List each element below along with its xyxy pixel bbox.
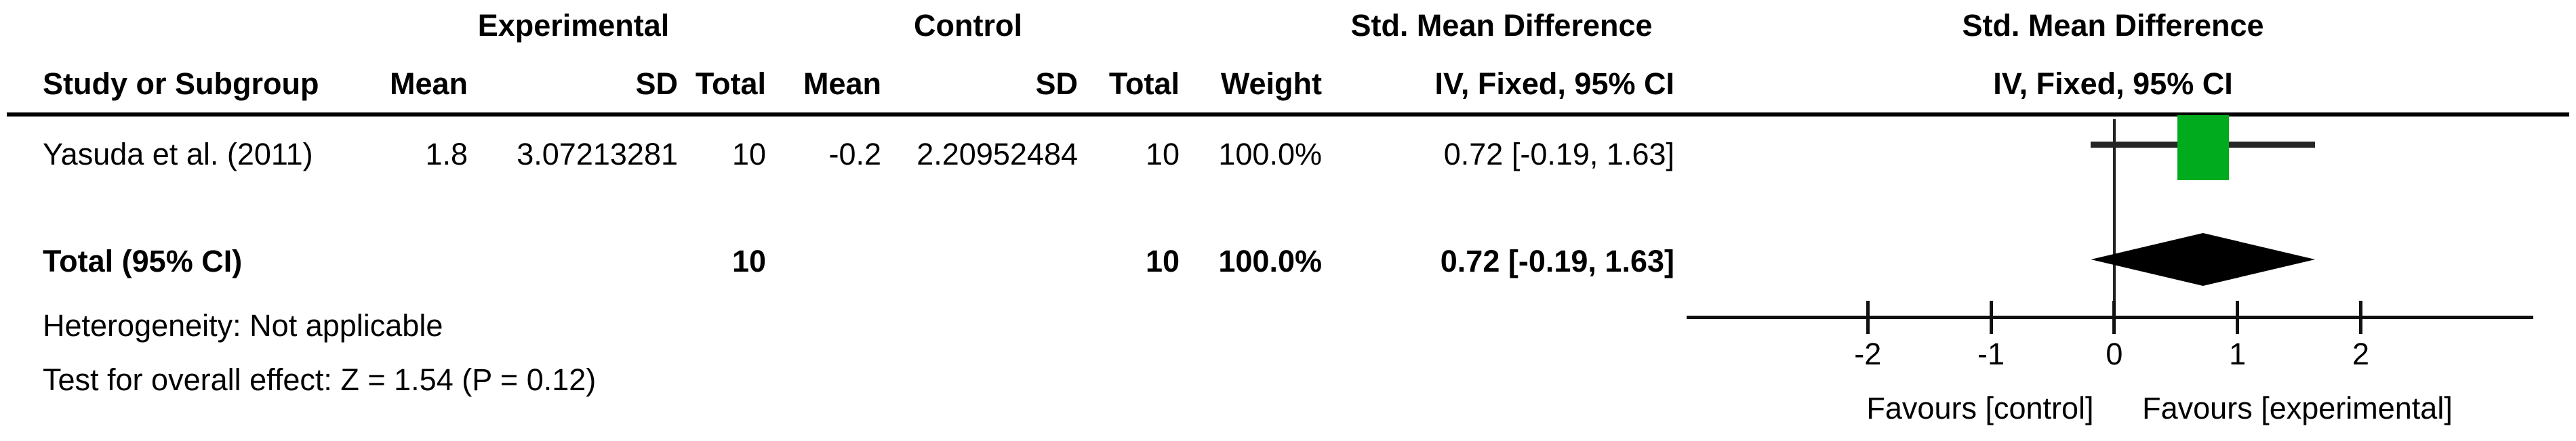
study-mean-experimental: 1.8 xyxy=(425,137,468,171)
col-header-weight: Weight xyxy=(1220,66,1322,101)
tick-2 xyxy=(2112,301,2116,334)
tick-0 xyxy=(1866,301,1870,334)
total-control-n: 10 xyxy=(1145,244,1180,278)
overall-effect-note: Test for overall effect: Z = 1.54 (P = 0… xyxy=(43,362,597,397)
total-ci-value: 0.72 [-0.19, 1.63] xyxy=(1440,244,1674,278)
group-header-control: Control xyxy=(914,8,1022,43)
tick-label-0: -2 xyxy=(1854,337,1882,371)
tick-label-2: 0 xyxy=(2106,337,2123,371)
tick-4 xyxy=(2358,301,2362,334)
col-header-total-experimental: Total xyxy=(695,66,766,101)
col-header-ci-plot: IV, Fixed, 95% CI xyxy=(1993,66,2233,101)
header-separator-rule xyxy=(7,112,2569,117)
study-ci-value: 0.72 [-0.19, 1.63] xyxy=(1443,137,1674,171)
study-mean-control: -0.2 xyxy=(828,137,881,171)
tick-3 xyxy=(2236,301,2240,334)
tick-1 xyxy=(1989,301,1993,334)
forest-plot-area: -2 -1 0 1 2 Favours [control] Favours [e… xyxy=(1687,0,2534,441)
tick-label-4: 2 xyxy=(2352,337,2369,371)
zero-reference-line xyxy=(2112,119,2116,317)
group-header-experimental: Experimental xyxy=(477,8,670,43)
tick-label-3: 1 xyxy=(2229,337,2247,371)
study-total-control: 10 xyxy=(1145,137,1180,171)
total-diamond-icon xyxy=(2091,233,2316,286)
col-header-total-control: Total xyxy=(1108,66,1180,101)
group-header-smd-text: Std. Mean Difference xyxy=(1350,8,1653,43)
study-total-experimental: 10 xyxy=(731,137,766,171)
total-experimental-n: 10 xyxy=(731,244,766,278)
favours-control-label: Favours [control] xyxy=(1866,391,2094,425)
group-header-smd-plot: Std. Mean Difference xyxy=(1962,8,2264,43)
col-header-ci: IV, Fixed, 95% CI xyxy=(1434,66,1675,101)
x-axis-line xyxy=(1687,316,2533,319)
study-weight-square xyxy=(2177,115,2229,180)
heterogeneity-note: Heterogeneity: Not applicable xyxy=(43,308,443,343)
study-sd-experimental: 3.07213281 xyxy=(517,137,678,171)
study-sd-control: 2.20952484 xyxy=(917,137,1078,171)
total-weight: 100.0% xyxy=(1218,244,1322,278)
col-header-study: Study or Subgroup xyxy=(43,66,319,101)
col-header-sd-control: SD xyxy=(1035,66,1078,101)
col-header-mean-control: Mean xyxy=(803,66,881,101)
study-weight: 100.0% xyxy=(1218,137,1322,171)
favours-experimental-label: Favours [experimental] xyxy=(2142,391,2453,425)
col-header-sd-experimental: SD xyxy=(635,66,678,101)
col-header-mean-experimental: Mean xyxy=(389,66,468,101)
total-diamond-svg xyxy=(2091,233,2316,286)
study-name: Yasuda et al. (2011) xyxy=(43,137,313,171)
total-label: Total (95% CI) xyxy=(43,244,243,278)
tick-label-1: -1 xyxy=(1977,337,2005,371)
